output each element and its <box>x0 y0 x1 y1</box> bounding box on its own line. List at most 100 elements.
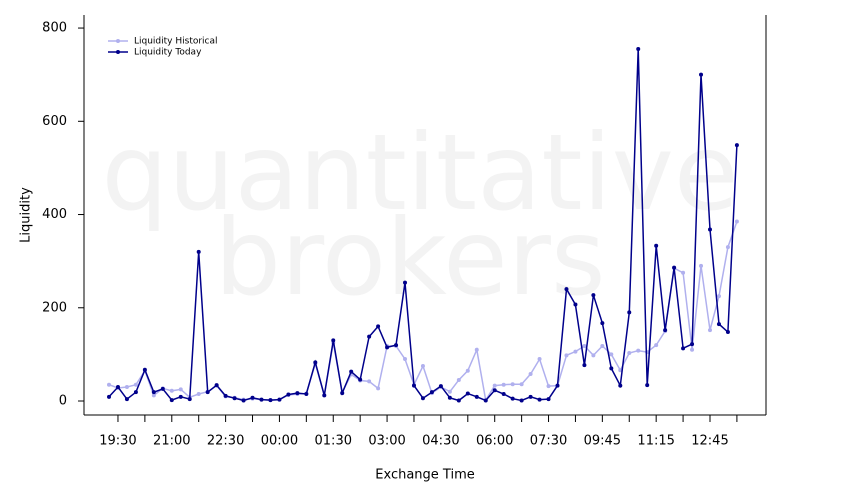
point <box>331 338 336 343</box>
point <box>107 382 111 387</box>
point <box>304 392 309 397</box>
point <box>367 334 372 339</box>
x-tick-label: 09:45 <box>584 434 621 449</box>
point <box>636 348 641 353</box>
point <box>151 390 156 395</box>
point <box>725 330 730 335</box>
point <box>124 397 129 402</box>
legend-label: Liquidity Historical <box>134 37 218 47</box>
point <box>429 390 434 395</box>
point <box>654 243 659 248</box>
y-tick-label: 0 <box>59 394 67 409</box>
point <box>537 357 542 362</box>
point <box>124 385 129 390</box>
point <box>420 396 425 401</box>
point <box>286 392 291 397</box>
point <box>115 385 120 390</box>
point <box>663 328 668 333</box>
point <box>447 389 452 394</box>
point <box>510 396 515 401</box>
point <box>564 287 569 292</box>
point <box>403 357 408 362</box>
point <box>474 394 479 399</box>
x-tick-label: 06:00 <box>476 434 513 449</box>
point <box>169 398 174 403</box>
point <box>618 383 623 388</box>
point <box>142 367 147 372</box>
point <box>376 324 381 329</box>
point <box>510 382 515 387</box>
point <box>609 366 614 371</box>
y-tick-label: 200 <box>42 300 67 315</box>
point <box>232 396 237 401</box>
point <box>465 368 470 373</box>
x-tick-label: 00:00 <box>261 434 298 449</box>
point <box>223 393 228 398</box>
point <box>725 245 730 250</box>
point <box>205 390 210 395</box>
point <box>447 395 452 400</box>
point <box>573 349 578 354</box>
point <box>277 397 282 402</box>
point <box>492 388 497 393</box>
point <box>501 392 506 397</box>
point <box>241 398 246 403</box>
point <box>555 383 560 388</box>
point <box>537 397 542 402</box>
point <box>403 280 408 285</box>
y-axis-label: Liquidity <box>19 187 34 243</box>
point <box>672 265 677 270</box>
point <box>492 383 497 388</box>
y-tick-label: 600 <box>42 114 67 129</box>
point <box>456 398 461 403</box>
point <box>734 219 739 224</box>
point <box>690 342 695 347</box>
point <box>151 393 156 398</box>
point <box>340 391 345 396</box>
point <box>385 345 390 350</box>
x-tick-label: 22:30 <box>207 434 244 449</box>
point <box>600 344 605 349</box>
point <box>214 383 219 388</box>
point <box>618 368 623 373</box>
point <box>636 47 641 52</box>
point <box>420 364 425 369</box>
point <box>528 371 533 376</box>
point <box>573 302 578 307</box>
point <box>546 397 551 402</box>
point <box>707 328 712 333</box>
point <box>645 383 650 388</box>
x-tick-label: 19:30 <box>99 434 136 449</box>
point <box>295 391 300 396</box>
point <box>716 322 721 327</box>
point <box>474 347 479 352</box>
point <box>367 379 372 384</box>
point <box>483 398 488 403</box>
point <box>259 397 264 402</box>
point <box>681 270 686 275</box>
point <box>519 398 524 403</box>
x-tick-label: 04:30 <box>422 434 459 449</box>
point <box>394 343 399 348</box>
point <box>519 382 524 387</box>
point <box>160 386 165 391</box>
point <box>456 378 461 383</box>
point <box>133 390 138 395</box>
point <box>707 227 712 232</box>
legend-swatch-point <box>116 50 120 54</box>
point <box>681 346 686 351</box>
point <box>582 344 587 349</box>
x-axis-label: Exchange Time <box>375 468 474 483</box>
point <box>716 294 721 299</box>
x-tick-label: 03:00 <box>368 434 405 449</box>
point <box>501 382 506 387</box>
point <box>699 263 704 268</box>
point <box>107 394 111 399</box>
point <box>349 369 354 374</box>
watermark: brokers <box>214 197 605 319</box>
point <box>178 394 183 399</box>
point <box>268 398 273 403</box>
point <box>546 384 551 389</box>
legend-swatch-point <box>116 39 120 43</box>
